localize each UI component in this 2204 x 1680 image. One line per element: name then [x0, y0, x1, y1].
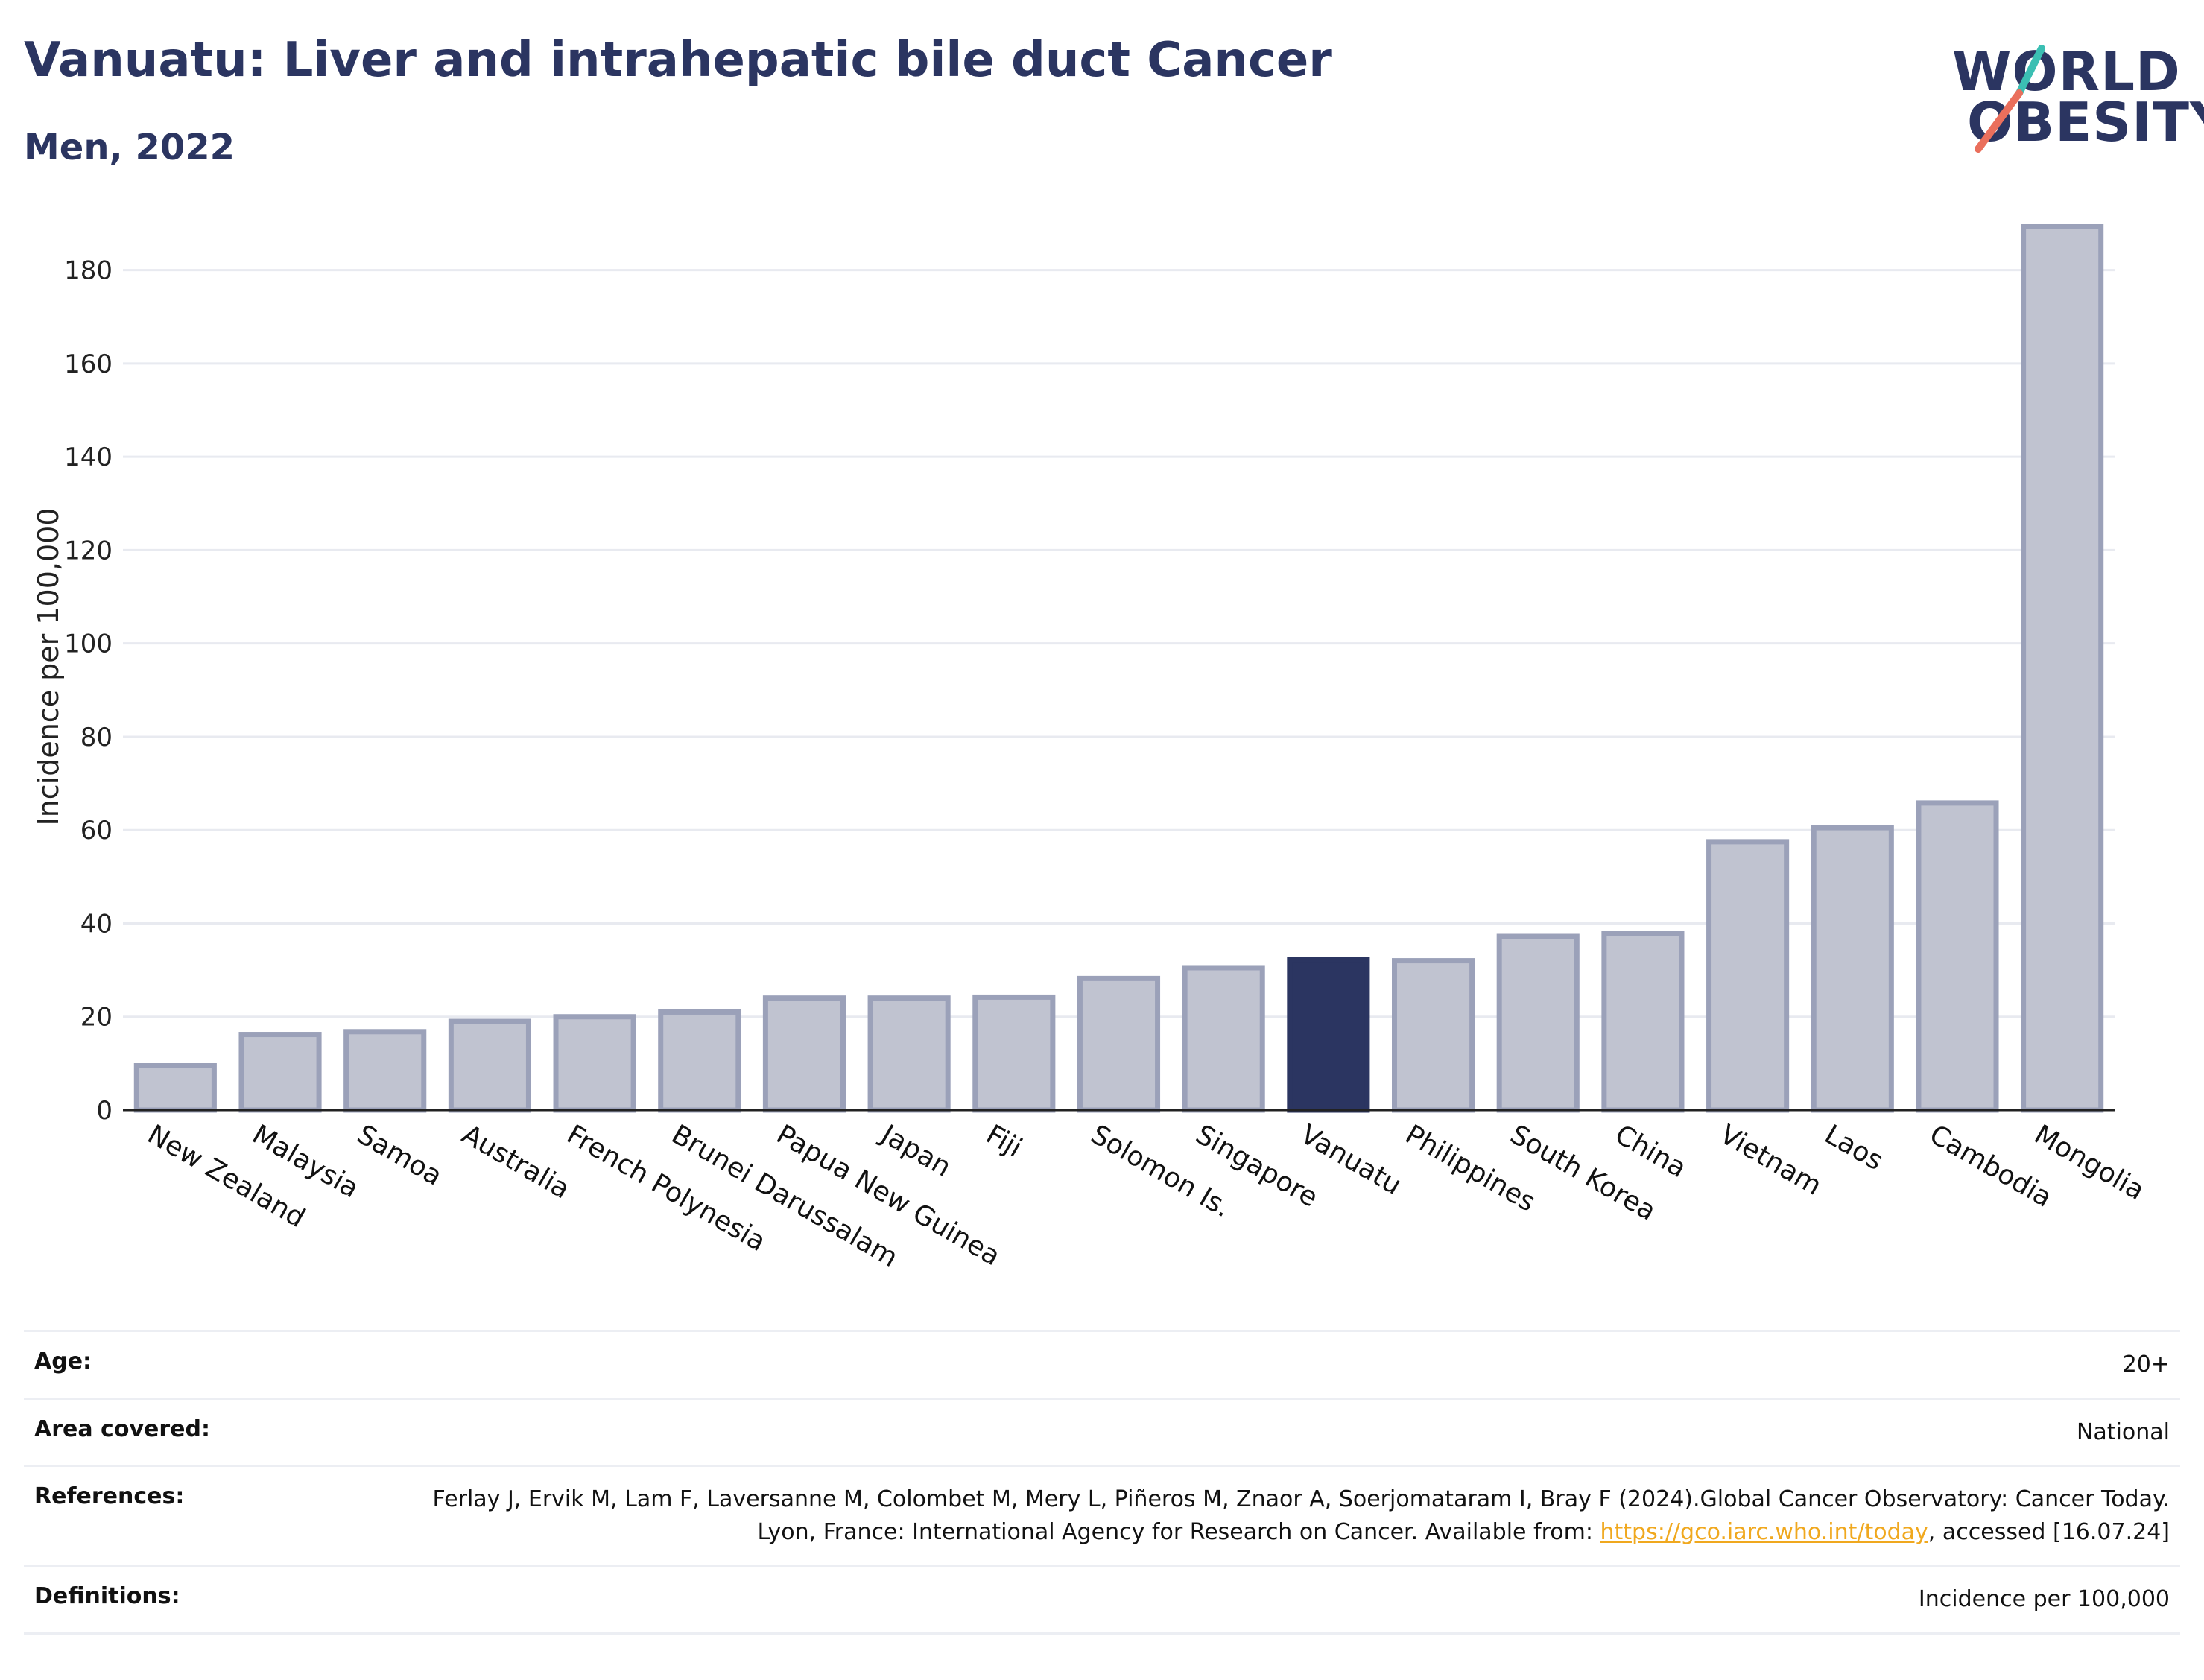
info-row-references: References: Ferlay J, Ervik M, Lam F, La…: [24, 1465, 2180, 1566]
bar-new-zealand: [133, 1063, 217, 1113]
info-key: Area covered:: [24, 1397, 358, 1466]
bar-japan: [867, 995, 951, 1113]
bar-laos: [1811, 825, 1894, 1113]
y-tick-label: 180: [64, 256, 113, 286]
y-tick-label: 140: [64, 443, 113, 472]
bar-brunei-darussalam: [658, 1009, 741, 1113]
info-value: National: [358, 1397, 2180, 1466]
x-tick-label: Laos: [1820, 1119, 1888, 1176]
reference-text: Ferlay J, Ervik M, Lam F, Laversanne M, …: [432, 1486, 2170, 1545]
logo-slash-icon: [1975, 45, 2045, 153]
x-tick-label: Japan: [875, 1118, 956, 1183]
y-tick-label: 120: [64, 536, 113, 565]
y-axis-ticks: 0 20 40 60 80 100 120 140 160 180: [64, 256, 113, 1126]
bar-malaysia: [238, 1032, 322, 1113]
y-tick-label: 20: [80, 1003, 113, 1033]
info-key: Age:: [24, 1330, 358, 1398]
bar-singapore: [1182, 965, 1265, 1113]
y-tick-label: 40: [80, 909, 113, 939]
logo-line1: WORLD: [1952, 40, 2181, 103]
y-tick-label: 0: [96, 1096, 113, 1126]
bar-mongolia: [2021, 224, 2104, 1113]
x-tick-label: French Polynesia: [562, 1119, 771, 1258]
info-value: Ferlay J, Ervik M, Lam F, Laversanne M, …: [358, 1465, 2180, 1566]
bar-french-polynesia: [553, 1014, 636, 1113]
info-key: References:: [24, 1465, 358, 1566]
bar-vanuatu: [1287, 957, 1370, 1113]
bar-australia: [448, 1018, 531, 1113]
x-tick-label: Fiji: [981, 1119, 1027, 1164]
y-axis-title: Incidence per 100,000: [32, 507, 65, 825]
gridlines: [123, 269, 2115, 1018]
y-tick-label: 160: [64, 349, 113, 379]
info-row-definitions: Definitions: Incidence per 100,000: [24, 1565, 2180, 1635]
x-tick-label: China: [1609, 1119, 1691, 1184]
info-row-area: Area covered: National: [24, 1397, 2180, 1466]
world-obesity-logo: WORLD OBESITY: [1937, 22, 2204, 156]
bar-samoa: [343, 1029, 427, 1113]
info-key: Definitions:: [24, 1565, 358, 1635]
chart-subtitle: Men, 2022: [24, 127, 235, 168]
bar-papua-new-guinea: [762, 995, 846, 1113]
bar-vietnam: [1706, 839, 1790, 1113]
reference-accessed: , accessed [16.07.24]: [1928, 1518, 2170, 1545]
info-row-age: Age: 20+: [24, 1330, 2180, 1398]
y-tick-label: 60: [80, 816, 113, 846]
bar-fiji: [972, 994, 1056, 1113]
reference-link[interactable]: https://gco.iarc.who.int/today: [1600, 1518, 1928, 1545]
info-value: 20+: [358, 1330, 2180, 1398]
bar-cambodia: [1916, 800, 1999, 1113]
x-tick-label: Samoa: [352, 1119, 447, 1192]
bar-south-korea: [1496, 933, 1580, 1113]
x-tick-label: Vietnam: [1714, 1119, 1826, 1202]
bar-chart: 0 20 40 60 80 100 120 140 160 180 Incidence per 1…: [32, 224, 2150, 1273]
info-value: Incidence per 100,000: [358, 1565, 2180, 1635]
chart-title: Vanuatu: Liver and intrahepatic bile duc…: [24, 33, 1332, 88]
bar-philippines: [1391, 958, 1475, 1113]
bar-solomon-is: [1077, 975, 1161, 1113]
bar-china: [1601, 931, 1685, 1113]
y-tick-label: 80: [80, 723, 113, 752]
info-table: Age: 20+ Area covered: National Referenc…: [24, 1330, 2180, 1635]
bars: [133, 224, 2104, 1113]
y-tick-label: 100: [64, 630, 113, 659]
x-tick-label: Australia: [457, 1119, 574, 1205]
